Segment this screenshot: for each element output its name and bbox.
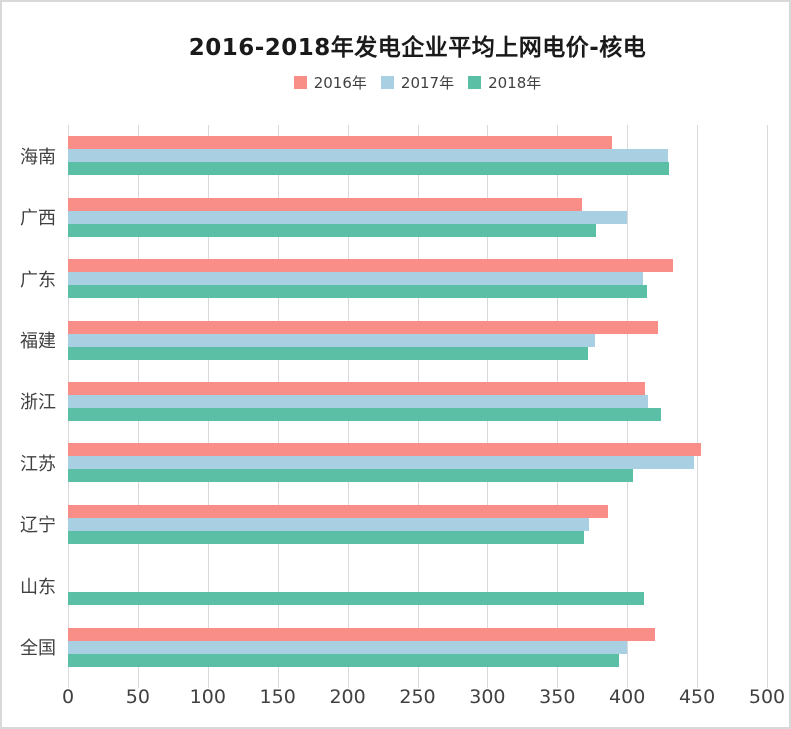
bar <box>68 197 583 211</box>
bar-group <box>68 494 767 555</box>
gridline <box>697 125 699 688</box>
bar <box>68 504 608 518</box>
bar-group <box>68 432 767 493</box>
bar <box>68 223 597 237</box>
bar-group <box>68 248 767 309</box>
bar <box>68 285 647 299</box>
category-label: 辽宁 <box>20 515 56 537</box>
x-tick-label: 100 <box>189 686 226 708</box>
bar <box>68 627 656 641</box>
legend-label: 2017年 <box>400 74 455 92</box>
bar-group <box>68 125 767 186</box>
legend: 2016年 2017年 2018年 <box>68 72 767 93</box>
x-tick-label: 0 <box>61 686 75 708</box>
legend-swatch-icon <box>380 76 394 89</box>
x-tick-label: 200 <box>329 686 366 708</box>
category-label: 广西 <box>20 208 56 230</box>
bar <box>68 333 596 347</box>
bar <box>68 517 590 531</box>
x-tick-label: 500 <box>748 686 786 708</box>
category-label: 浙江 <box>20 392 56 414</box>
bar <box>68 346 589 360</box>
category-label: 江苏 <box>20 453 56 475</box>
legend-item: 2017年 <box>380 72 455 93</box>
bar <box>68 530 584 544</box>
legend-label: 2016年 <box>313 74 367 92</box>
chart-title: 2016-2018年发电企业平均上网电价-核电 <box>188 35 647 61</box>
bar-group <box>68 371 767 432</box>
bar <box>68 210 628 224</box>
bar <box>68 640 628 654</box>
category-label: 海南 <box>20 146 56 168</box>
bar-group <box>68 617 767 678</box>
legend-swatch-icon <box>468 76 482 89</box>
bar-group <box>68 309 767 370</box>
bar <box>68 443 702 457</box>
category-label: 广东 <box>20 269 56 291</box>
bar <box>68 394 649 408</box>
x-tick-label: 150 <box>259 686 296 708</box>
x-tick-label: 50 <box>125 686 150 708</box>
bar <box>68 407 661 421</box>
bar <box>68 653 619 667</box>
bar <box>68 456 695 470</box>
plot-area <box>68 125 768 688</box>
x-tick-label: 250 <box>399 686 436 708</box>
bar <box>68 320 658 334</box>
x-tick-label: 400 <box>609 686 646 708</box>
category-label: 福建 <box>20 331 56 353</box>
legend-item: 2016年 <box>293 72 367 93</box>
gridline <box>767 125 768 688</box>
bar <box>68 259 674 273</box>
legend-label: 2018年 <box>488 74 542 92</box>
legend-swatch-icon <box>293 76 307 89</box>
bar-group <box>68 186 767 247</box>
bar-group <box>68 555 767 616</box>
x-tick-label: 300 <box>469 686 506 708</box>
bar <box>68 469 633 483</box>
bar <box>68 272 643 286</box>
x-tick-label: 350 <box>539 686 576 708</box>
x-tick-label: 450 <box>678 686 716 708</box>
bar <box>68 149 668 163</box>
legend-item: 2018年 <box>468 72 541 93</box>
bar <box>68 136 612 150</box>
bar <box>68 381 646 395</box>
bar <box>68 162 670 176</box>
bar <box>68 592 644 606</box>
category-label: 全国 <box>20 638 56 660</box>
category-label: 山东 <box>20 576 56 598</box>
